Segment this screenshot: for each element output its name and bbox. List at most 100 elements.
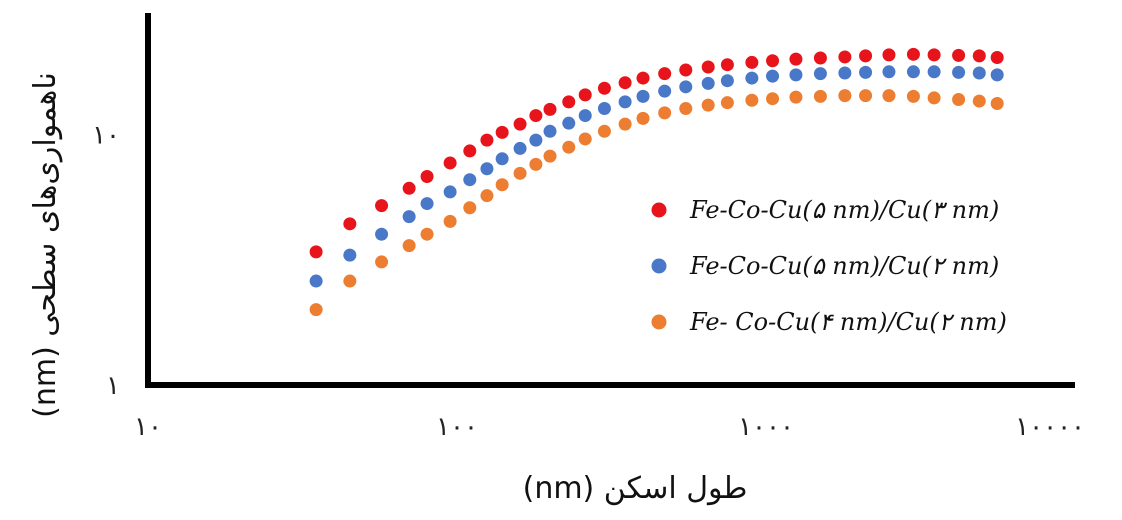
data-point [927, 91, 941, 105]
data-point [972, 94, 986, 108]
data-point [658, 67, 672, 81]
data-point [720, 96, 734, 110]
data-point [463, 201, 477, 215]
data-point [513, 166, 527, 180]
data-point [838, 89, 852, 103]
data-point [906, 47, 920, 61]
data-point [745, 71, 759, 85]
data-point [443, 214, 457, 228]
data-point [578, 109, 592, 123]
data-point [859, 89, 873, 103]
legend-label: Fe-Co-Cu(۵ nm)/Cu(۳ nm) [689, 196, 999, 224]
data-point [813, 51, 827, 65]
data-point [789, 90, 803, 104]
data-point [636, 89, 650, 103]
data-point [859, 65, 873, 79]
data-point [420, 169, 434, 183]
data-point [990, 50, 1004, 64]
data-point [952, 48, 966, 62]
data-point [562, 140, 576, 154]
data-point [495, 125, 509, 139]
data-point [480, 162, 494, 176]
data-point [597, 81, 611, 95]
data-point [309, 274, 323, 288]
x-tick-label: ۱۰۰۰۰ [1015, 412, 1085, 442]
data-point [529, 157, 543, 171]
data-point [443, 156, 457, 170]
data-point [562, 95, 576, 109]
data-point [529, 109, 543, 123]
data-point [597, 102, 611, 116]
data-point [597, 124, 611, 138]
data-point [495, 152, 509, 166]
data-point [480, 133, 494, 147]
data-point [309, 245, 323, 259]
data-point [859, 49, 873, 63]
y-tick-label: ۱ [106, 371, 120, 401]
x-tick-label: ۱۰۰ [436, 412, 478, 442]
data-point [543, 149, 557, 163]
legend-label: Fe-Co-Cu(۵ nm)/Cu(۲ nm) [689, 252, 999, 280]
data-point [578, 88, 592, 102]
data-point [343, 217, 357, 231]
legend-marker [651, 314, 667, 330]
y-axis-title: (nm) ناهمواری‌های سطحی [28, 72, 63, 418]
data-point [578, 132, 592, 146]
x-tick-label: ۱۰ [134, 412, 162, 442]
data-point [513, 117, 527, 131]
data-point [658, 106, 672, 120]
data-point [463, 144, 477, 158]
data-point [745, 55, 759, 69]
data-point [480, 189, 494, 203]
data-point [720, 58, 734, 72]
data-point [513, 141, 527, 155]
data-point [562, 116, 576, 130]
legend-label: Fe- Co-Cu(۴ nm)/Cu(۲ nm) [689, 308, 1007, 336]
data-point [927, 65, 941, 79]
data-point [309, 303, 323, 317]
data-point [618, 95, 632, 109]
data-point [927, 48, 941, 62]
data-point [343, 274, 357, 288]
series-3 [309, 89, 1004, 317]
data-point [636, 71, 650, 85]
data-point [543, 124, 557, 138]
data-point [766, 54, 780, 68]
legend-marker [651, 258, 667, 274]
data-point [402, 181, 416, 195]
y-tick-label: ۱۰ [92, 121, 120, 151]
data-point [658, 84, 672, 98]
data-point [813, 67, 827, 81]
data-point [420, 197, 434, 211]
data-point [701, 98, 715, 112]
data-point [882, 65, 896, 79]
data-point [375, 255, 389, 269]
data-point [972, 49, 986, 63]
data-point [343, 248, 357, 262]
data-point [789, 68, 803, 82]
series-2 [309, 65, 1004, 288]
data-point [679, 102, 693, 116]
data-point [375, 227, 389, 241]
data-point [990, 68, 1004, 82]
data-point [463, 173, 477, 187]
legend-marker [651, 202, 667, 218]
data-point [402, 210, 416, 224]
data-point [972, 66, 986, 80]
data-point [838, 66, 852, 80]
data-point [402, 239, 416, 253]
data-point [543, 102, 557, 116]
data-point [720, 74, 734, 88]
data-point [766, 69, 780, 83]
data-point [701, 60, 715, 74]
data-point [766, 92, 780, 106]
data-point [906, 65, 920, 79]
data-point [990, 96, 1004, 110]
data-point [882, 89, 896, 103]
data-point [838, 50, 852, 64]
data-point [745, 93, 759, 107]
data-point [618, 117, 632, 131]
data-point [952, 65, 966, 79]
data-point [420, 227, 434, 241]
data-point [952, 92, 966, 106]
